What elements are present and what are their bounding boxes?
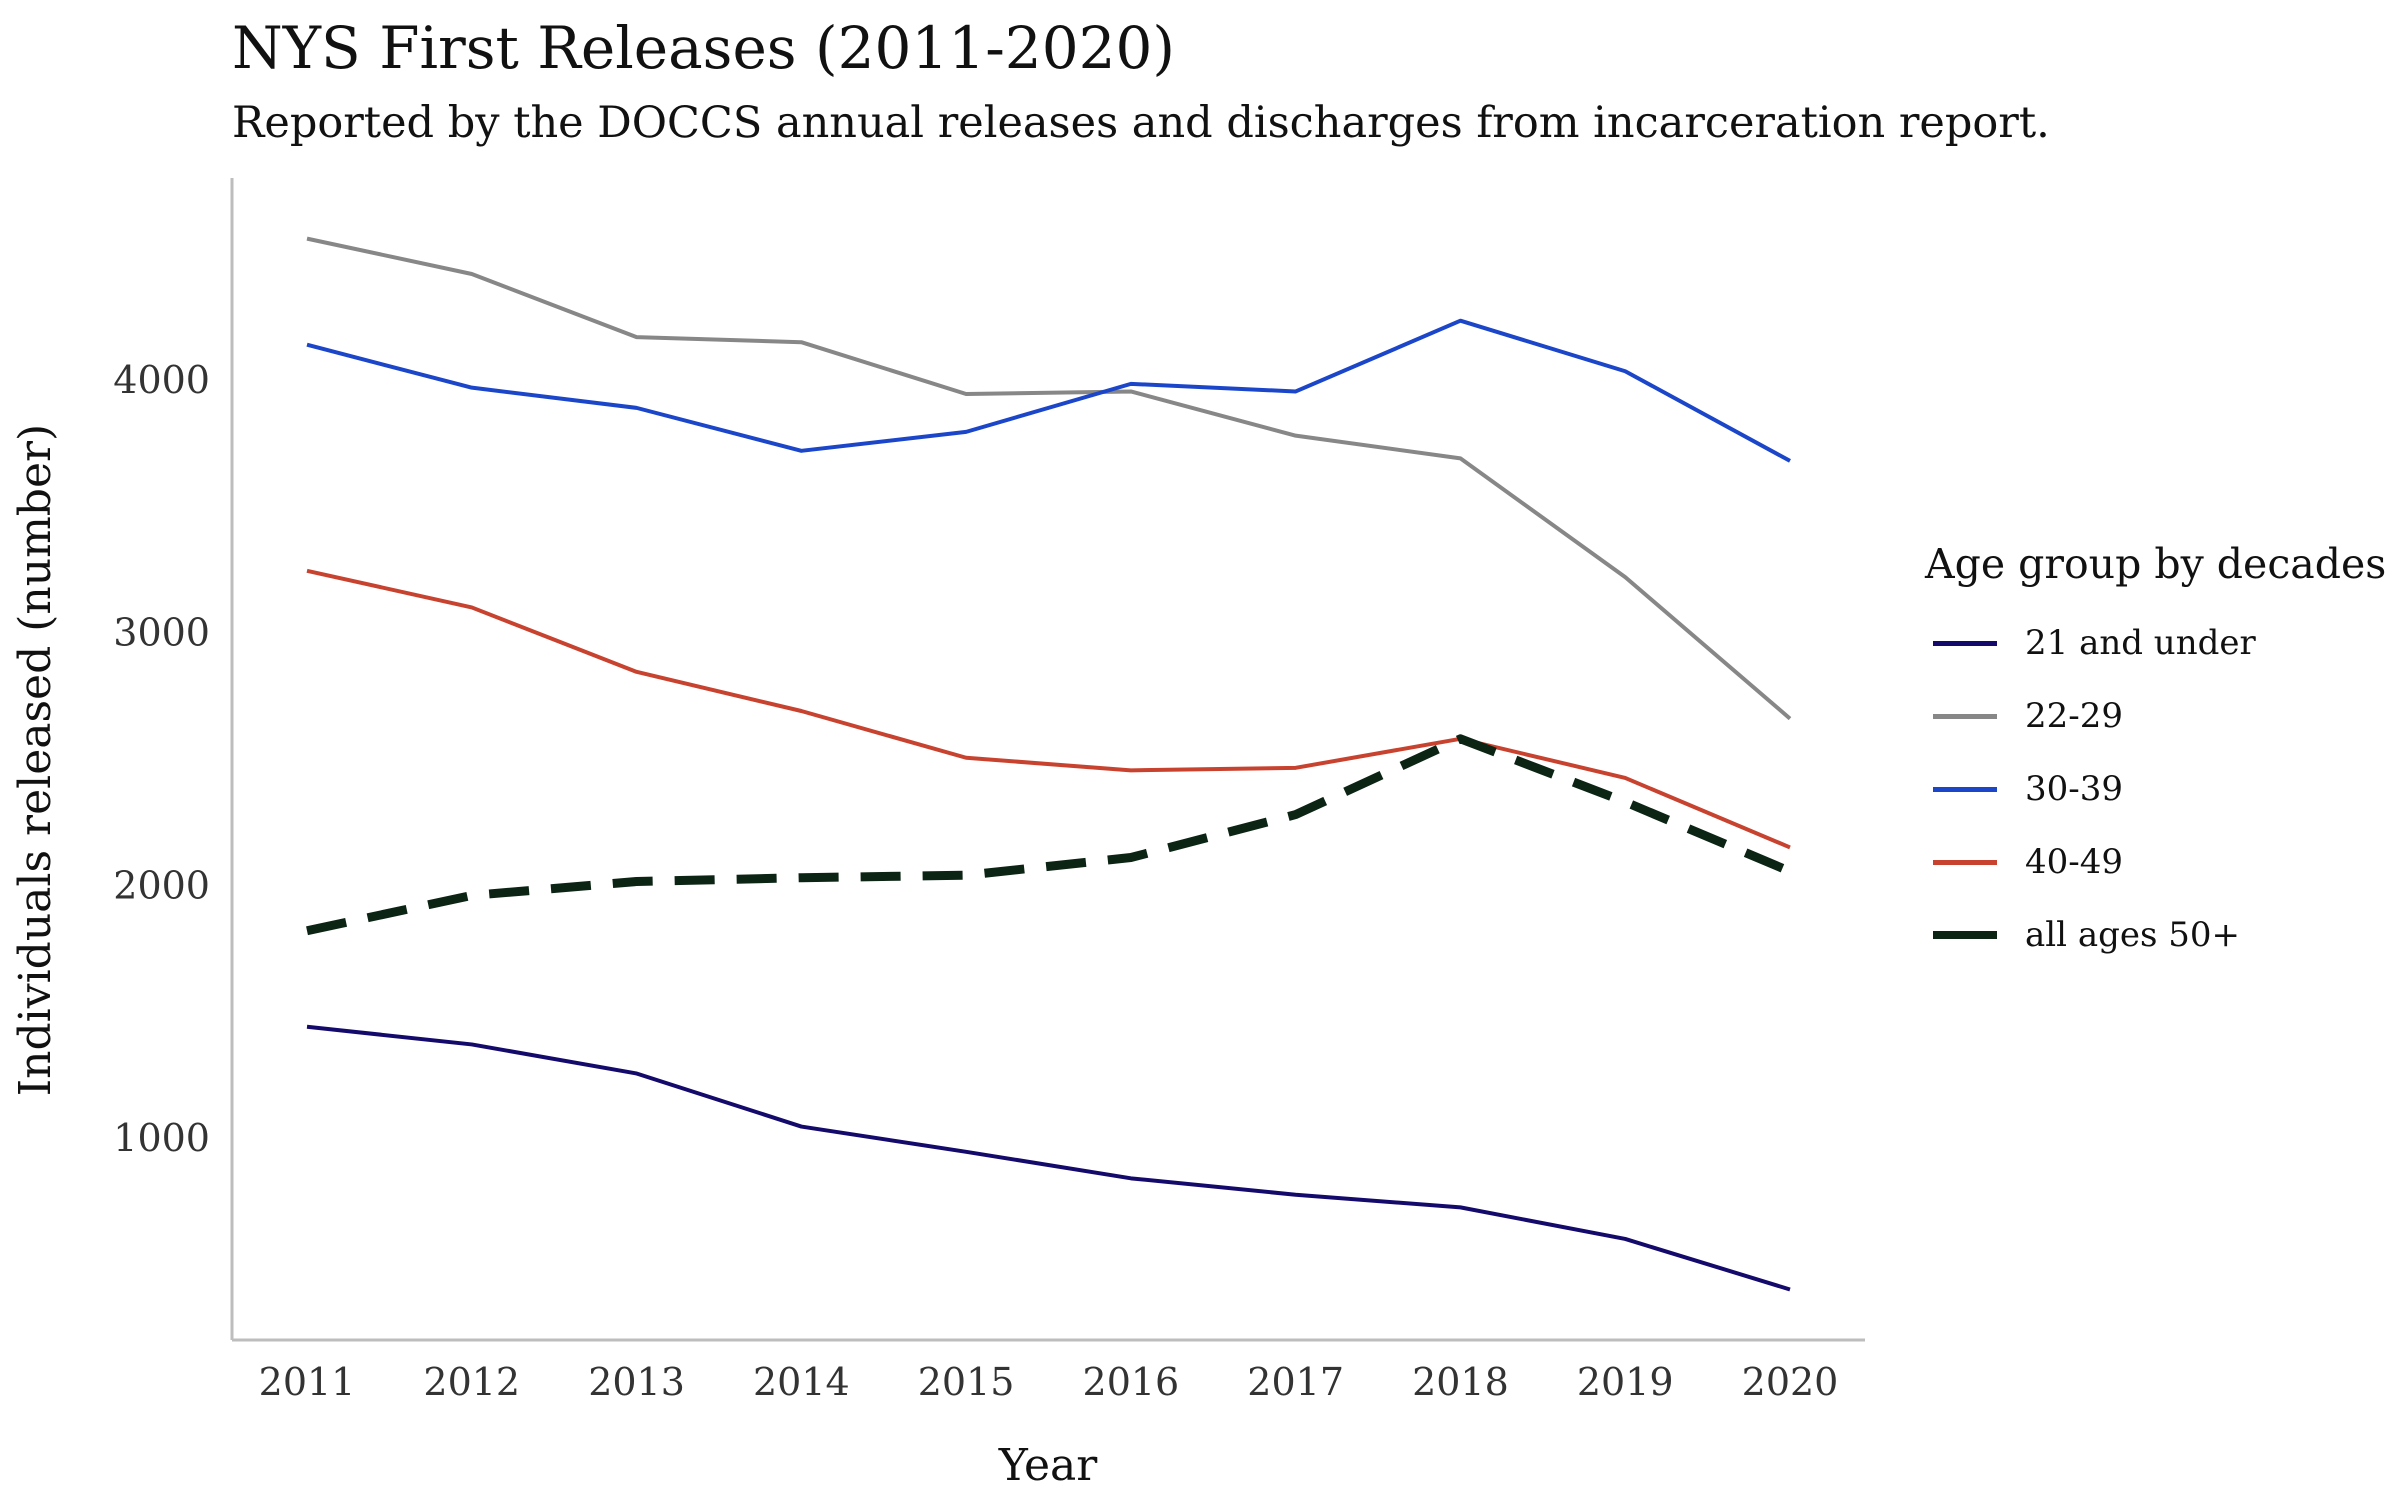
y-tick-label: 4000 bbox=[113, 358, 210, 402]
x-tick-label: 2012 bbox=[423, 1360, 520, 1404]
series-line-2 bbox=[306, 236, 1792, 721]
series-line-1 bbox=[306, 1024, 1791, 1292]
legend-key bbox=[1933, 925, 1997, 945]
legend: Age group by decades 21 and under 22-29 30… bbox=[1925, 540, 2386, 971]
legend-item: 21 and under bbox=[1925, 606, 2386, 679]
x-tick-label: 2017 bbox=[1247, 1360, 1344, 1404]
legend-title: Age group by decades bbox=[1925, 540, 2387, 588]
legend-label: 22-29 bbox=[2025, 695, 2124, 736]
y-tick-label: 3000 bbox=[113, 611, 210, 655]
chart-subtitle: Reported by the DOCCS annual releases an… bbox=[232, 98, 2050, 148]
series-line-4 bbox=[306, 568, 1791, 850]
legend-key bbox=[1933, 852, 1997, 872]
x-tick-label: 2018 bbox=[1412, 1360, 1509, 1404]
legend-label: all ages 50+ bbox=[2025, 914, 2240, 955]
legend-key bbox=[1933, 633, 1997, 653]
legend-label: 21 and under bbox=[2025, 622, 2256, 663]
x-tick-label: 2013 bbox=[588, 1360, 685, 1404]
y-axis-title: Individuals released (number) bbox=[10, 424, 61, 1096]
legend-item: 30-39 bbox=[1925, 752, 2386, 825]
x-tick-label: 2019 bbox=[1577, 1360, 1674, 1404]
legend-label: 30-39 bbox=[2025, 768, 2124, 809]
legend-key bbox=[1933, 779, 1997, 799]
series-line-5 bbox=[306, 734, 1792, 936]
chart-title: NYS First Releases (2011-2020) bbox=[232, 14, 1176, 82]
x-tick-label: 2015 bbox=[918, 1360, 1015, 1404]
y-tick-label: 1000 bbox=[113, 1116, 210, 1160]
legend-key bbox=[1933, 706, 1997, 726]
y-tick-label: 2000 bbox=[113, 863, 210, 907]
x-tick-label: 2014 bbox=[753, 1360, 850, 1404]
x-tick-label: 2011 bbox=[259, 1360, 356, 1404]
x-tick-label: 2020 bbox=[1742, 1360, 1839, 1404]
legend-item: all ages 50+ bbox=[1925, 898, 2386, 971]
legend-item: 22-29 bbox=[1925, 679, 2386, 752]
series-line-3 bbox=[306, 318, 1791, 463]
legend-item: 40-49 bbox=[1925, 825, 2386, 898]
x-axis-title: Year bbox=[998, 1440, 1098, 1491]
legend-label: 40-49 bbox=[2025, 841, 2124, 882]
x-tick-label: 2016 bbox=[1083, 1360, 1180, 1404]
